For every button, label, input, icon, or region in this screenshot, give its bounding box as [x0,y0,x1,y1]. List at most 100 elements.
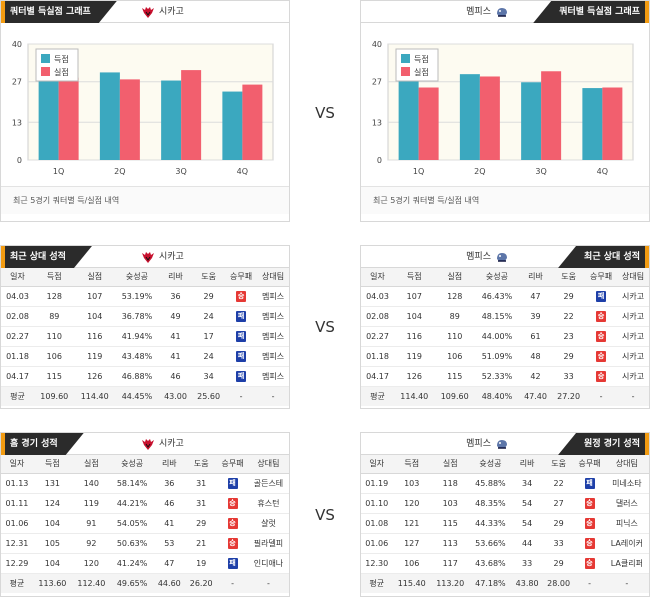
team-name: 시카고 [159,252,184,262]
average-label: 평균 [361,386,395,406]
table-row: 12.29 104 120 41.24% 47 19 패 인디애나 [1,553,289,574]
column-header: 상대팀 [257,268,289,287]
bar-conceded [479,76,500,160]
average-reb: 43.80 [511,573,543,593]
panel-header: 쿼터별 득실점 그래프 멤피스 [361,1,649,23]
opp-cell: 126 [74,366,115,387]
average-opp_team: - [617,386,649,406]
ast-cell: 31 [185,473,218,494]
average-reb: 44.60 [153,573,186,593]
fg-cell: 50.63% [110,533,154,554]
pts-cell: 104 [394,306,435,327]
fg-cell: 46.43% [474,286,519,307]
column-header: 상대팀 [617,268,649,287]
opp_team-cell: 시카고 [617,366,649,387]
bulls-logo-icon [142,7,154,18]
pts-cell: 120 [392,493,431,514]
panel-title: 최근 상대 성적 [558,246,649,268]
legend-label: 실점 [54,67,69,77]
stats-table: 일자 득점 실점 슛성공 리바 도움 승무패 상대팀 04.03 107 128 46.43% 47 29… [361,268,649,406]
average-pts: 109.60 [34,386,75,406]
y-tick-label: 0 [377,156,382,165]
ast-cell: 22 [542,473,575,494]
result-cell: 패 [225,346,258,367]
y-tick-label: 40 [12,40,22,49]
fg-cell: 44.00% [474,326,519,347]
legend-swatch [41,54,50,63]
header-accent [645,246,649,268]
y-tick-label: 27 [372,78,382,87]
pts-cell: 115 [34,366,75,387]
fg-cell: 58.14% [110,473,154,494]
opp_team-cell: 샬럿 [247,513,289,534]
result-badge: 패 [236,350,247,362]
table-row: 01.08 121 115 44.33% 54 29 승 피닉스 [361,513,649,534]
opp-cell: 119 [74,346,115,367]
team-name: 멤피스 [466,252,491,262]
recent-panel-left: 최근 상대 성적 시카고 일자 득점 실점 슛성공 리바 도움 승무패 상대팀 04.03 128… [0,245,290,409]
chart-note: 최근 5경기 쿼터별 득/실점 내역 [361,186,649,214]
table-row: 01.11 124 119 44.21% 46 31 승 휴스턴 [1,493,289,514]
average-res: - [574,573,605,593]
average-opp: 112.40 [71,573,111,593]
grizzlies-logo-icon [497,8,507,17]
vs-label: VS [315,104,335,122]
table-row: 04.03 128 107 53.19% 36 29 승 멤피스 [1,286,289,307]
reb-cell: 54 [511,513,543,534]
ast-cell: 19 [185,553,218,574]
reb-cell: 36 [153,473,186,494]
date-cell: 01.18 [361,346,395,367]
legend-label: 실점 [414,67,429,77]
average-opp: 109.60 [434,386,475,406]
legend-label: 득점 [414,54,429,64]
opp-cell: 118 [430,473,470,494]
column-header: 상대팀 [604,455,649,474]
column-header: 실점 [71,455,111,474]
ast-cell: 33 [552,366,586,387]
opp-cell: 103 [430,493,470,514]
column-header: 슛성공 [469,455,512,474]
pts-cell: 104 [32,513,72,534]
date-cell: 01.06 [361,533,393,554]
pts-cell: 121 [392,513,431,534]
fg-cell: 44.33% [469,513,512,534]
ast-cell: 24 [192,306,226,327]
result-cell: 승 [574,553,605,574]
column-header: 도움 [542,455,575,474]
reb-cell: 46 [158,366,193,387]
average-fg: 44.45% [114,386,159,406]
result-cell: 패 [225,306,258,327]
opp_team-cell: 시카고 [617,286,649,307]
opp_team-cell: 멤피스 [257,346,289,367]
date-cell: 01.11 [1,493,33,514]
column-header: 상대팀 [247,455,289,474]
opp_team-cell: 시카고 [617,346,649,367]
panel-title: 최근 상대 성적 [1,246,92,268]
average-opp: 113.20 [430,573,470,593]
column-header: 득점 [34,268,75,287]
table-row: 04.17 115 126 46.88% 46 34 패 멤피스 [1,366,289,387]
result-badge: 패 [236,370,247,382]
opp_team-cell: 멤피스 [257,326,289,347]
column-header: 승무패 [574,455,605,474]
date-cell: 04.03 [1,286,35,307]
bar-conceded [181,70,202,160]
date-cell: 12.30 [361,553,393,574]
bar-scored [521,82,542,160]
table-row: 04.03 107 128 46.43% 47 29 패 시카고 [361,286,649,307]
ast-cell: 34 [192,366,226,387]
team-label: 멤피스 [466,246,509,268]
ast-cell: 29 [552,346,586,367]
panel-header: 원정 경기 성적 멤피스 [361,433,649,455]
table-header-row: 일자 득점 실점 슛성공 리바 도움 승무패 상대팀 [361,455,649,474]
vs-label: VS [315,506,335,524]
x-tick-label: 1Q [53,167,64,176]
bar-scored [99,72,120,160]
date-cell: 01.18 [1,346,35,367]
opp-cell: 117 [430,553,470,574]
result-cell: 승 [585,326,618,347]
x-tick-label: 4Q [597,167,608,176]
fg-cell: 44.21% [110,493,154,514]
result-cell: 승 [585,366,618,387]
